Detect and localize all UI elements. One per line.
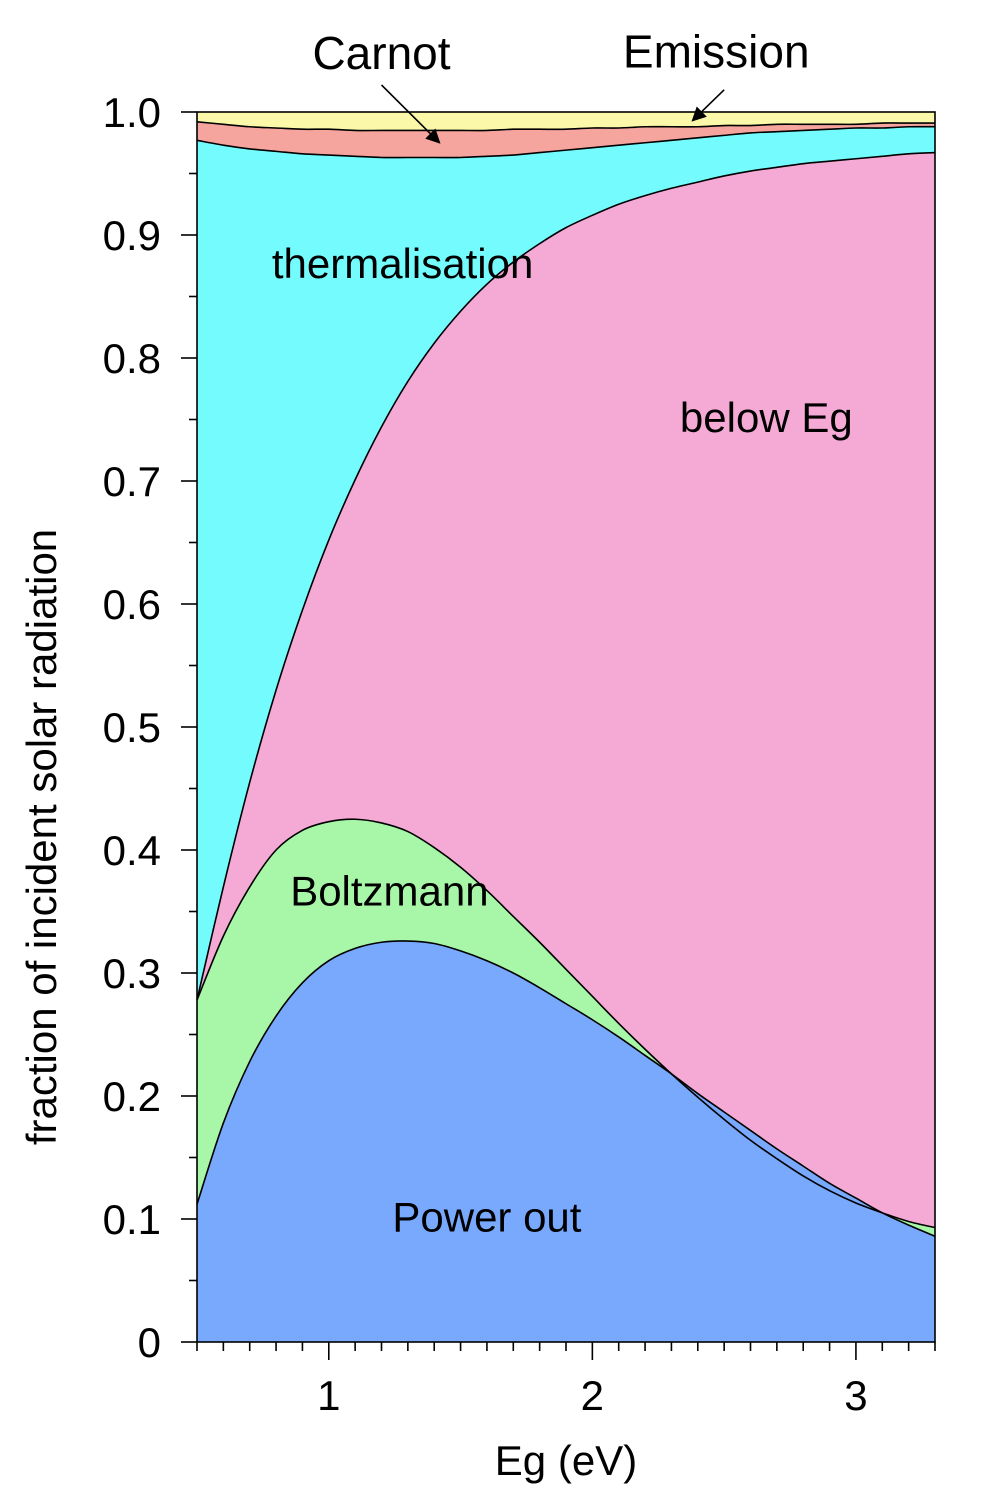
- y-tick-label: 0.7: [103, 458, 161, 505]
- boundary-power-out: [196, 940, 936, 1237]
- annotation-arrow-emission: [691, 89, 725, 122]
- annotation-emission: Emission: [623, 26, 810, 78]
- y-tick-label: 0.5: [103, 704, 161, 751]
- y-tick-label: 0.8: [103, 335, 161, 382]
- x-tick-label: 1: [317, 1372, 340, 1419]
- y-tick-label: 0: [138, 1319, 161, 1366]
- y-tick-label: 0.2: [103, 1073, 161, 1120]
- y-tick-label: 0.9: [103, 212, 161, 259]
- y-tick-label: 0.3: [103, 950, 161, 997]
- ticks-layer: 0 0.1 0.2 0.3 0.4 0.5 0.6 0.7 0.8 0.9 1.0 1 2 3: [103, 89, 936, 1419]
- annotation-carnot: Carnot: [312, 27, 450, 79]
- boundary-carnot: [196, 121, 935, 132]
- x-tick-label: 2: [581, 1372, 604, 1419]
- boundaries-layer: [196, 121, 936, 1237]
- boundary-below-eg: [196, 151, 936, 1001]
- region-label-power-out: Power out: [392, 1193, 581, 1240]
- boundary-boltzmann: [196, 818, 936, 1229]
- y-axis-title: fraction of incident solar radiation: [18, 529, 65, 1145]
- y-tick-label: 0.6: [103, 581, 161, 628]
- area-power-out: [197, 940, 935, 1342]
- labels-layer: Power out Boltzmann below Eg thermalisation: [272, 240, 853, 1240]
- y-tick-label: 1.0: [103, 89, 161, 136]
- y-tick-label: 0.4: [103, 827, 161, 874]
- x-tick-label: 3: [844, 1372, 867, 1419]
- region-label-below-eg: below Eg: [680, 394, 853, 441]
- boundary-thermalisation: [196, 125, 936, 159]
- annotations-layer: Carnot Emission: [312, 26, 810, 144]
- y-tick-label: 0.1: [103, 1196, 161, 1243]
- region-label-boltzmann: Boltzmann: [290, 867, 488, 914]
- annotation-arrow-carnot: [380, 84, 441, 144]
- x-axis-title: Eg (eV): [495, 1437, 637, 1484]
- areas-layer: [197, 112, 935, 1343]
- region-label-thermalisation: thermalisation: [272, 240, 533, 287]
